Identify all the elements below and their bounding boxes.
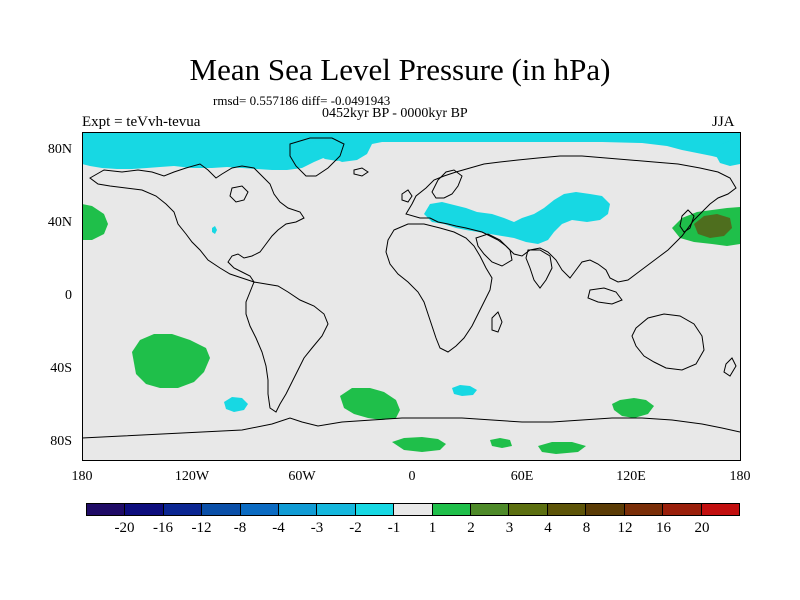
colorbar-label-6: -3	[310, 520, 324, 536]
period-line: 0452kyr BP - 0000kyr BP	[322, 106, 468, 121]
colorbar-box-5	[240, 504, 280, 515]
anomaly-region-south-indian-small	[452, 385, 477, 396]
anomaly-region-central-america	[212, 226, 217, 234]
anomaly-region-eurasia	[424, 192, 610, 244]
colorbar-box-2	[125, 504, 164, 515]
lon-label-120e: 120E	[616, 469, 646, 484]
anomaly-region-arctic-north-america	[82, 132, 740, 170]
colorbar-label-7: -2	[349, 520, 362, 536]
colorbar-box-15	[624, 504, 664, 515]
lat-label-40n: 40N	[47, 215, 72, 230]
lon-label-60w: 60W	[288, 469, 316, 484]
colorbar-box-6	[279, 504, 318, 515]
colorbar-label-16: 20	[694, 520, 710, 536]
colorbar-label-5: -4	[272, 520, 285, 536]
colorbar-box-16	[663, 504, 702, 515]
colorbar-box-7	[317, 504, 356, 515]
coast-british-isles	[401, 189, 413, 203]
coast-new-zealand	[723, 357, 737, 377]
anomaly-region-south-pacific-small	[224, 397, 248, 412]
colorbar-box-4	[202, 504, 241, 515]
lon-label-180-west: 180	[71, 469, 93, 484]
colorbar-label-10: 2	[467, 520, 475, 536]
coast-africa	[385, 223, 493, 353]
lon-label-0: 0	[408, 469, 416, 484]
colorbar-label-8: -1	[387, 520, 401, 536]
coast-iceland	[353, 167, 369, 177]
colorbar-box-3	[163, 504, 203, 515]
colorbar-label-9: 1	[428, 520, 437, 536]
coast-greenland	[289, 137, 345, 177]
anomaly-region-arctic-pacific	[714, 140, 740, 166]
coast-india	[525, 249, 553, 289]
coast-japan	[679, 209, 695, 233]
colorbar-label-15: 16	[656, 520, 671, 536]
colorbar-label-13: 8	[582, 520, 591, 536]
anomaly-region-south-pacific	[132, 334, 210, 388]
lon-label-120w: 120W	[174, 469, 210, 484]
lat-label-80s: 80S	[50, 434, 72, 449]
coast-madagascar	[491, 311, 503, 333]
anomaly-region-greenland-sea	[307, 140, 350, 161]
colorbar-label-11: 3	[505, 520, 514, 536]
statistics-line: rmsd= 0.557186 diff= -0.0491943	[213, 93, 391, 108]
anomaly-region-antarctic-coast-3	[538, 442, 586, 454]
lon-label-180-east: 180	[729, 469, 751, 484]
colorbar	[86, 503, 740, 516]
colorbar-box-14	[586, 504, 625, 515]
coast-hudson-bay	[229, 185, 249, 203]
coast-arabia	[475, 233, 513, 267]
anomaly-region-south-atlantic	[340, 388, 400, 420]
coast-australia	[631, 313, 705, 371]
coast-antarctica	[82, 417, 740, 439]
colorbar-label-4: -8	[233, 520, 247, 536]
colorbar-label-2: -16	[153, 520, 173, 536]
world-map	[82, 132, 740, 460]
colorbar-box-1	[87, 504, 126, 515]
colorbar-box-13	[547, 504, 587, 515]
coast-north-america	[89, 163, 305, 283]
colorbar-label-14: 12	[617, 520, 633, 536]
anomaly-region-south-indian	[612, 398, 654, 418]
map-title: Mean Sea Level Pressure (in hPa)	[189, 52, 611, 87]
anomaly-region-antarctic-coast-1	[392, 437, 446, 452]
colorbar-box-11	[471, 504, 510, 515]
lat-label-80n: 80N	[47, 142, 72, 157]
colorbar-box-8	[355, 504, 395, 515]
colorbar-box-10	[432, 504, 472, 515]
experiment-line: Expt = teVvh-tevua	[82, 114, 201, 130]
lon-label-60e: 60E	[510, 469, 534, 484]
lat-label-40s: 40S	[50, 361, 72, 376]
coast-scandinavia	[431, 169, 463, 199]
lat-label-0: 0	[65, 288, 72, 303]
anomaly-region-north-pacific-west	[82, 204, 108, 240]
anomaly-region-antarctic-coast-2	[490, 438, 512, 448]
colorbar-box-12	[509, 504, 548, 515]
colorbar-label-3: -12	[191, 520, 212, 536]
colorbar-label-1: -20	[114, 520, 135, 536]
coastlines	[82, 137, 740, 439]
colorbar-box-17	[701, 504, 739, 515]
coast-europe-asia	[405, 155, 737, 283]
coast-south-america	[245, 281, 329, 413]
colorbar-label-12: 4	[544, 520, 552, 536]
coast-southeast-asia-islands	[587, 287, 623, 305]
anomaly-region-north-pacific-core	[694, 214, 732, 238]
map-panel	[82, 132, 740, 460]
colorbar-box-9	[394, 504, 433, 515]
season-label: JJA	[712, 114, 735, 130]
anomaly-fields	[82, 132, 740, 454]
